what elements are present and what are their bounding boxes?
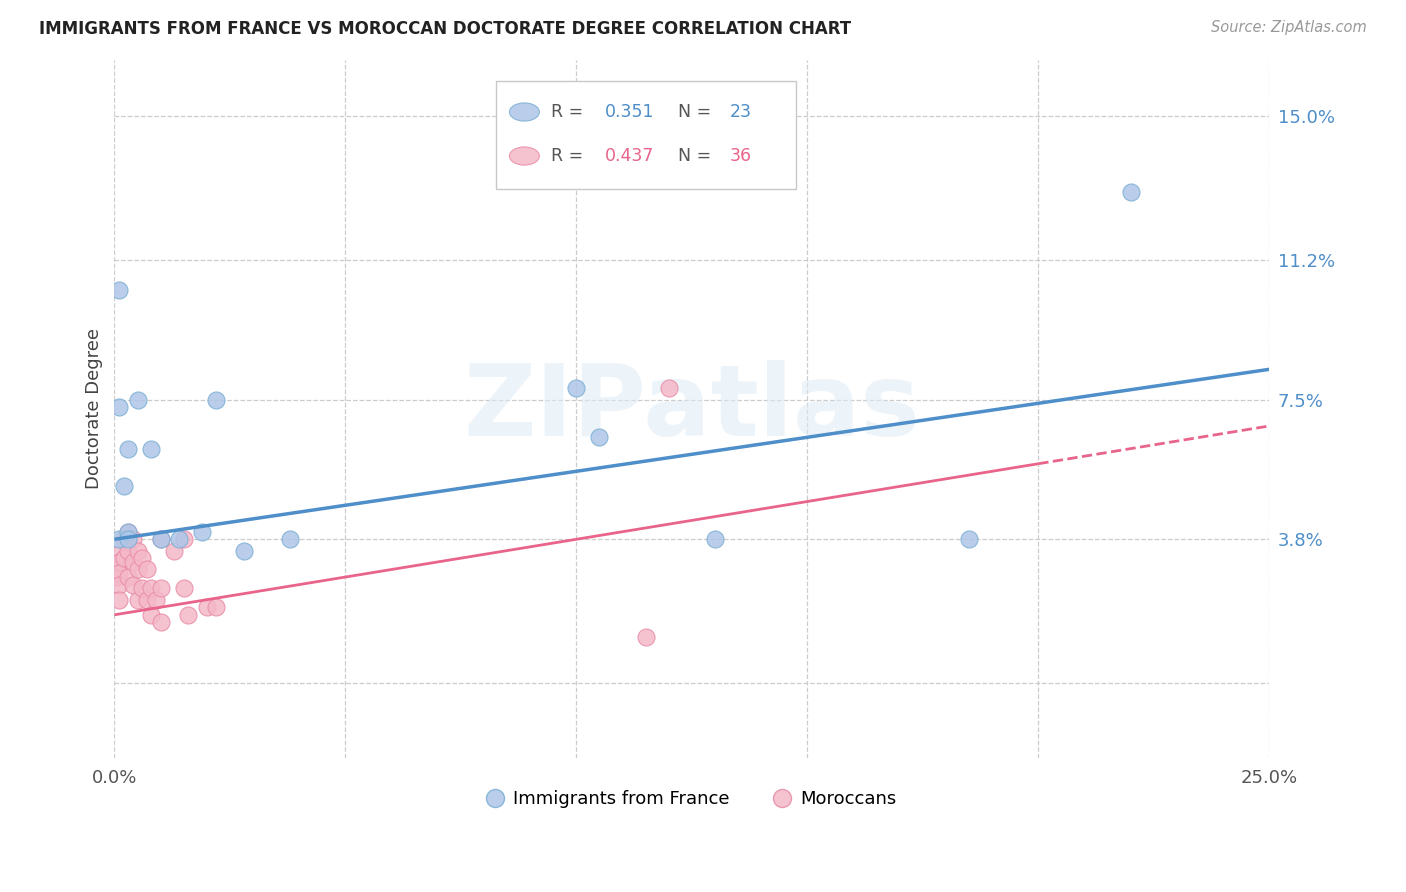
Point: [205, 600, 228, 615]
Text: N =: N =: [678, 147, 711, 165]
FancyBboxPatch shape: [495, 80, 796, 189]
Point: [108, 548, 131, 562]
Text: IMMIGRANTS FROM FRANCE VS MOROCCAN DOCTORATE DEGREE CORRELATION CHART: IMMIGRANTS FROM FRANCE VS MOROCCAN DOCTO…: [39, 20, 852, 37]
Text: 0.351: 0.351: [605, 103, 655, 121]
Point: [117, 524, 139, 539]
Point: [141, 607, 163, 622]
Point: [141, 442, 163, 456]
Point: [658, 381, 681, 395]
Point: [588, 430, 610, 444]
Point: [112, 551, 135, 566]
Text: 23: 23: [730, 103, 752, 121]
Text: R =: R =: [551, 147, 583, 165]
Point: [127, 543, 149, 558]
Circle shape: [509, 103, 540, 121]
Point: [205, 392, 228, 407]
Point: [173, 533, 195, 547]
Point: [149, 533, 172, 547]
Point: [131, 551, 153, 566]
Point: [957, 533, 980, 547]
Y-axis label: Doctorate Degree: Doctorate Degree: [86, 328, 103, 490]
Text: Source: ZipAtlas.com: Source: ZipAtlas.com: [1211, 20, 1367, 35]
Point: [117, 442, 139, 456]
Text: 36: 36: [730, 147, 752, 165]
Point: [167, 533, 190, 547]
Point: [232, 543, 254, 558]
Point: [173, 582, 195, 596]
Point: [105, 570, 128, 584]
Point: [149, 582, 172, 596]
Point: [127, 592, 149, 607]
Point: [149, 533, 172, 547]
Circle shape: [509, 147, 540, 165]
Point: [127, 392, 149, 407]
Point: [117, 543, 139, 558]
Point: [112, 533, 135, 547]
Point: [131, 582, 153, 596]
Point: [108, 533, 131, 547]
Point: [107, 555, 129, 569]
Point: [565, 381, 588, 395]
Point: [108, 592, 131, 607]
Point: [117, 533, 139, 547]
Point: [117, 570, 139, 584]
Text: N =: N =: [678, 103, 711, 121]
Point: [122, 555, 145, 569]
Point: [112, 479, 135, 493]
Point: [117, 524, 139, 539]
Point: [704, 533, 727, 547]
Point: [127, 562, 149, 576]
Legend: Immigrants from France, Moroccans: Immigrants from France, Moroccans: [481, 783, 903, 815]
Point: [145, 592, 167, 607]
Point: [195, 600, 218, 615]
Point: [135, 562, 157, 576]
Point: [108, 566, 131, 581]
Text: ZIPatlas: ZIPatlas: [464, 360, 921, 458]
Point: [177, 607, 200, 622]
Point: [104, 562, 127, 576]
Point: [108, 577, 131, 591]
Text: 0.437: 0.437: [605, 147, 655, 165]
Point: [1119, 185, 1142, 199]
Point: [141, 582, 163, 596]
Point: [122, 533, 145, 547]
Point: [163, 543, 186, 558]
Point: [634, 631, 657, 645]
Point: [278, 533, 301, 547]
Point: [135, 592, 157, 607]
Point: [108, 555, 131, 569]
Point: [149, 615, 172, 630]
Point: [108, 400, 131, 414]
Point: [122, 577, 145, 591]
Point: [191, 524, 214, 539]
Point: [108, 283, 131, 297]
Text: R =: R =: [551, 103, 583, 121]
